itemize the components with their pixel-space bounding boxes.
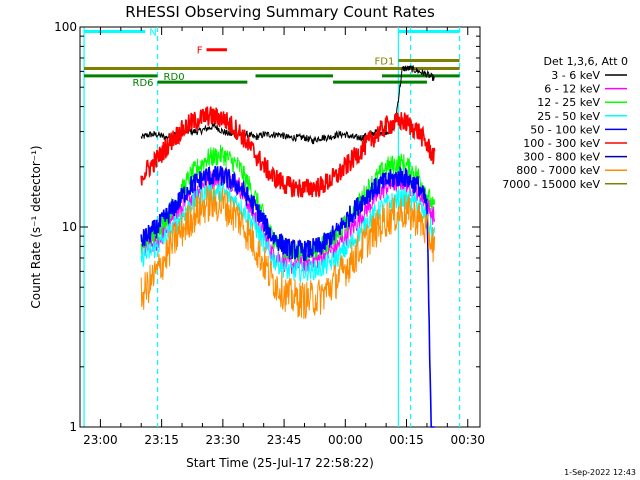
flag-label-RD6: RD6 (133, 78, 154, 89)
x-tick-label-6: 00:30 (450, 433, 485, 447)
chart-title: RHESSI Observing Summary Count Rates (125, 3, 435, 21)
x-tick-label-2: 23:30 (206, 433, 241, 447)
y-tick-label-1: 10 (62, 220, 77, 234)
legend-label-4: 50 - 100 keV (530, 123, 600, 136)
y-tick-label-0: 1 (69, 420, 77, 434)
footer-timestamp: 1-Sep-2022 12:43 (564, 468, 636, 477)
x-axis-label: Start Time (25-Jul-17 22:58:22) (186, 456, 374, 470)
series-line-2 (140, 144, 436, 263)
legend-label-7: 800 - 7000 keV (516, 164, 600, 177)
axes: 23:00 23:15 23:30 23:45 00:00 00:15 00:30 1 10 10… (54, 20, 485, 447)
series-line-0 (140, 64, 435, 145)
legend-label-2: 12 - 25 keV (537, 96, 600, 109)
legend-label-5: 100 - 300 keV (523, 137, 600, 150)
series-lines (140, 64, 436, 428)
legend-label-6: 300 - 800 keV (523, 151, 600, 164)
flag-label-FD1: FD1 (375, 56, 395, 67)
flag-label-F: F (197, 46, 203, 57)
flag-bars: N F FD1 RD0 RD6 (84, 27, 460, 89)
flag-label-RD0: RD0 (164, 72, 185, 83)
legend-label-1: 6 - 12 keV (544, 83, 600, 96)
legend-label-0: 3 - 6 keV (551, 69, 600, 82)
x-tick-label-3: 23:45 (267, 433, 302, 447)
legend-label-8: 7000 - 15000 keV (502, 178, 600, 191)
y-axis-label: Count Rate (s⁻¹ detector⁻¹) (29, 145, 43, 308)
x-tick-label-1: 23:15 (144, 433, 179, 447)
series-line-7 (140, 185, 436, 319)
series-line-3 (140, 181, 436, 284)
legend-label-3: 25 - 50 keV (537, 110, 600, 123)
y-tick-label-2: 100 (54, 20, 77, 34)
legend-header: Det 1,3,6, Att 0 (544, 55, 628, 68)
series-line-5 (140, 106, 436, 199)
x-tick-label-5: 00:15 (389, 433, 424, 447)
x-tick-label-4: 00:00 (328, 433, 363, 447)
x-tick-label-0: 23:00 (83, 433, 118, 447)
series-line-4 (140, 165, 435, 428)
flag-label-N: N (149, 27, 156, 38)
